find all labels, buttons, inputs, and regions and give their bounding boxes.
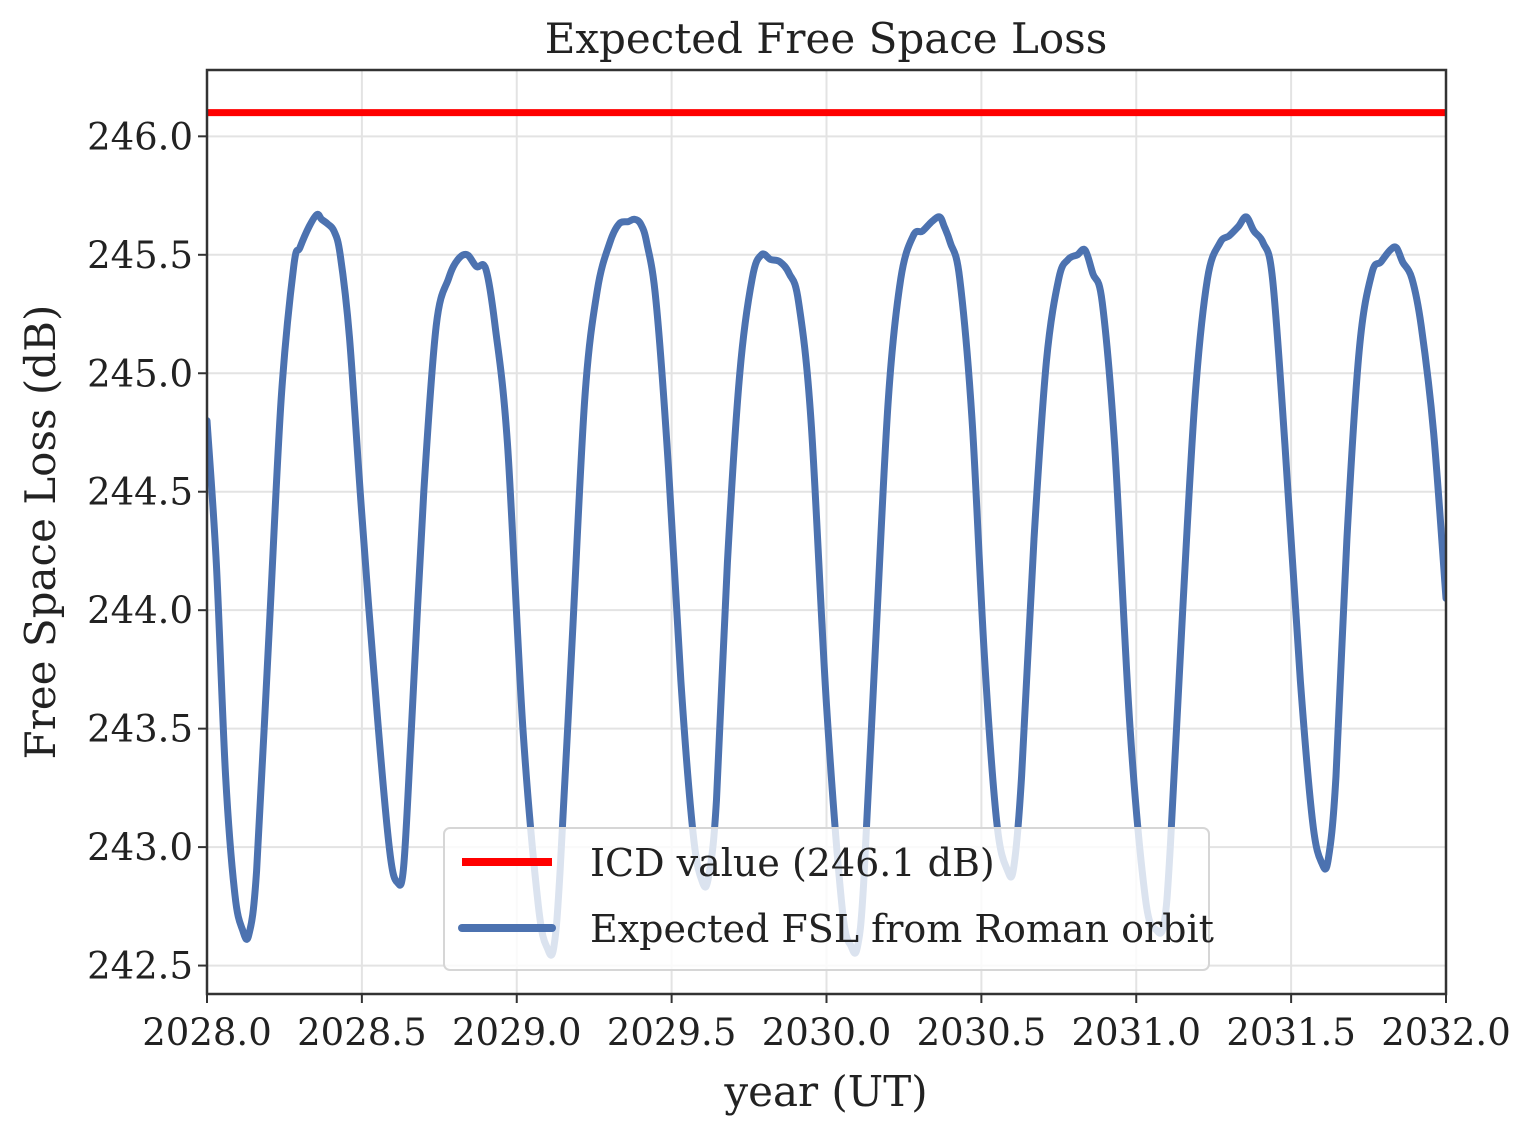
x-tick-label: 2028.0 (142, 1011, 271, 1054)
x-tick-label: 2029.5 (607, 1011, 736, 1054)
x-tick-label: 2031.5 (1226, 1011, 1355, 1054)
x-tick-label: 2029.0 (452, 1011, 581, 1054)
chart-title: Expected Free Space Loss (545, 14, 1108, 63)
legend: ICD value (246.1 dB) Expected FSL from R… (443, 827, 1214, 971)
x-axis-label: year (UT) (723, 1067, 927, 1116)
series-line-expected-fsl (207, 210, 1446, 959)
x-tick-label: 2032.0 (1381, 1011, 1510, 1054)
y-tick-label: 246.0 (87, 115, 193, 158)
y-tick-label: 245.0 (87, 352, 193, 395)
y-tick-label: 243.5 (87, 708, 193, 751)
y-tick-label: 243.0 (87, 826, 193, 869)
y-tick-label: 245.5 (87, 234, 193, 277)
x-axis-ticks: 2028.0 2028.5 2029.0 2029.5 2030.0 2030.5 2031… (142, 994, 1511, 1054)
x-tick-label: 2028.5 (297, 1011, 426, 1054)
y-axis-ticks: 242.5 243.0 243.5 244.0 244.5 245.0 245.5 246.0 (87, 115, 207, 988)
x-tick-label: 2030.5 (917, 1011, 1046, 1054)
legend-box (443, 827, 1210, 971)
y-axis-label: Free Space Loss (dB) (16, 305, 65, 760)
series-layer (207, 109, 1446, 959)
legend-label-expected-fsl: Expected FSL from Roman orbit (590, 907, 1214, 951)
y-tick-label: 244.0 (87, 589, 193, 632)
x-tick-label: 2031.0 (1072, 1011, 1201, 1054)
legend-label-icd: ICD value (246.1 dB) (590, 841, 995, 885)
y-tick-label: 242.5 (87, 945, 193, 988)
x-tick-label: 2030.0 (762, 1011, 891, 1054)
y-tick-label: 244.5 (87, 471, 193, 514)
